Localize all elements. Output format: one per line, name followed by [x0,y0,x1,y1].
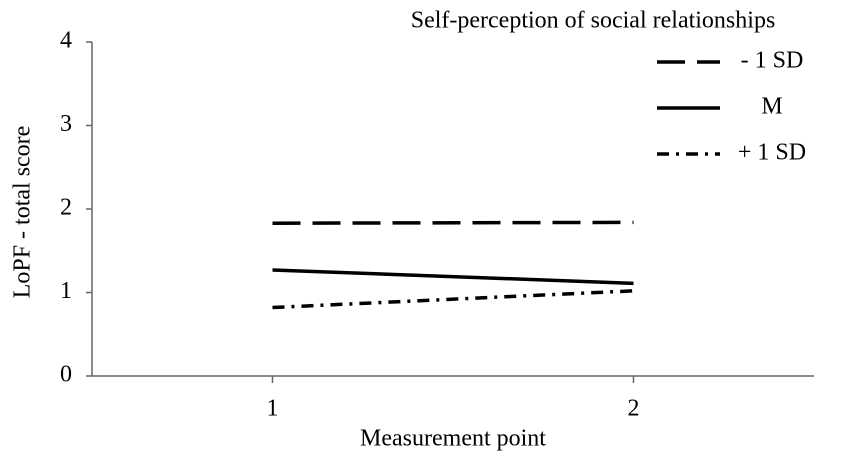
legend-label: + 1 SD [738,140,806,166]
y-tick-label: 2 [60,195,72,221]
x-tick-label: 2 [628,396,640,422]
line-series [272,289,634,310]
x-tick-label: 1 [267,396,279,422]
x-axis-title: Measurement point [360,426,546,452]
y-tick-label: 3 [60,111,72,137]
line-series [272,268,634,286]
line-series [272,220,634,225]
y-tick-label: 4 [60,28,72,54]
legend-title: Self-perception of social relationships [411,8,776,34]
legend-label: M [761,94,782,120]
y-axis-title: LoPF - total score [10,126,36,299]
y-tick-label: 1 [60,278,72,304]
y-tick-label: 0 [60,362,72,388]
legend-label: - 1 SD [741,48,804,74]
